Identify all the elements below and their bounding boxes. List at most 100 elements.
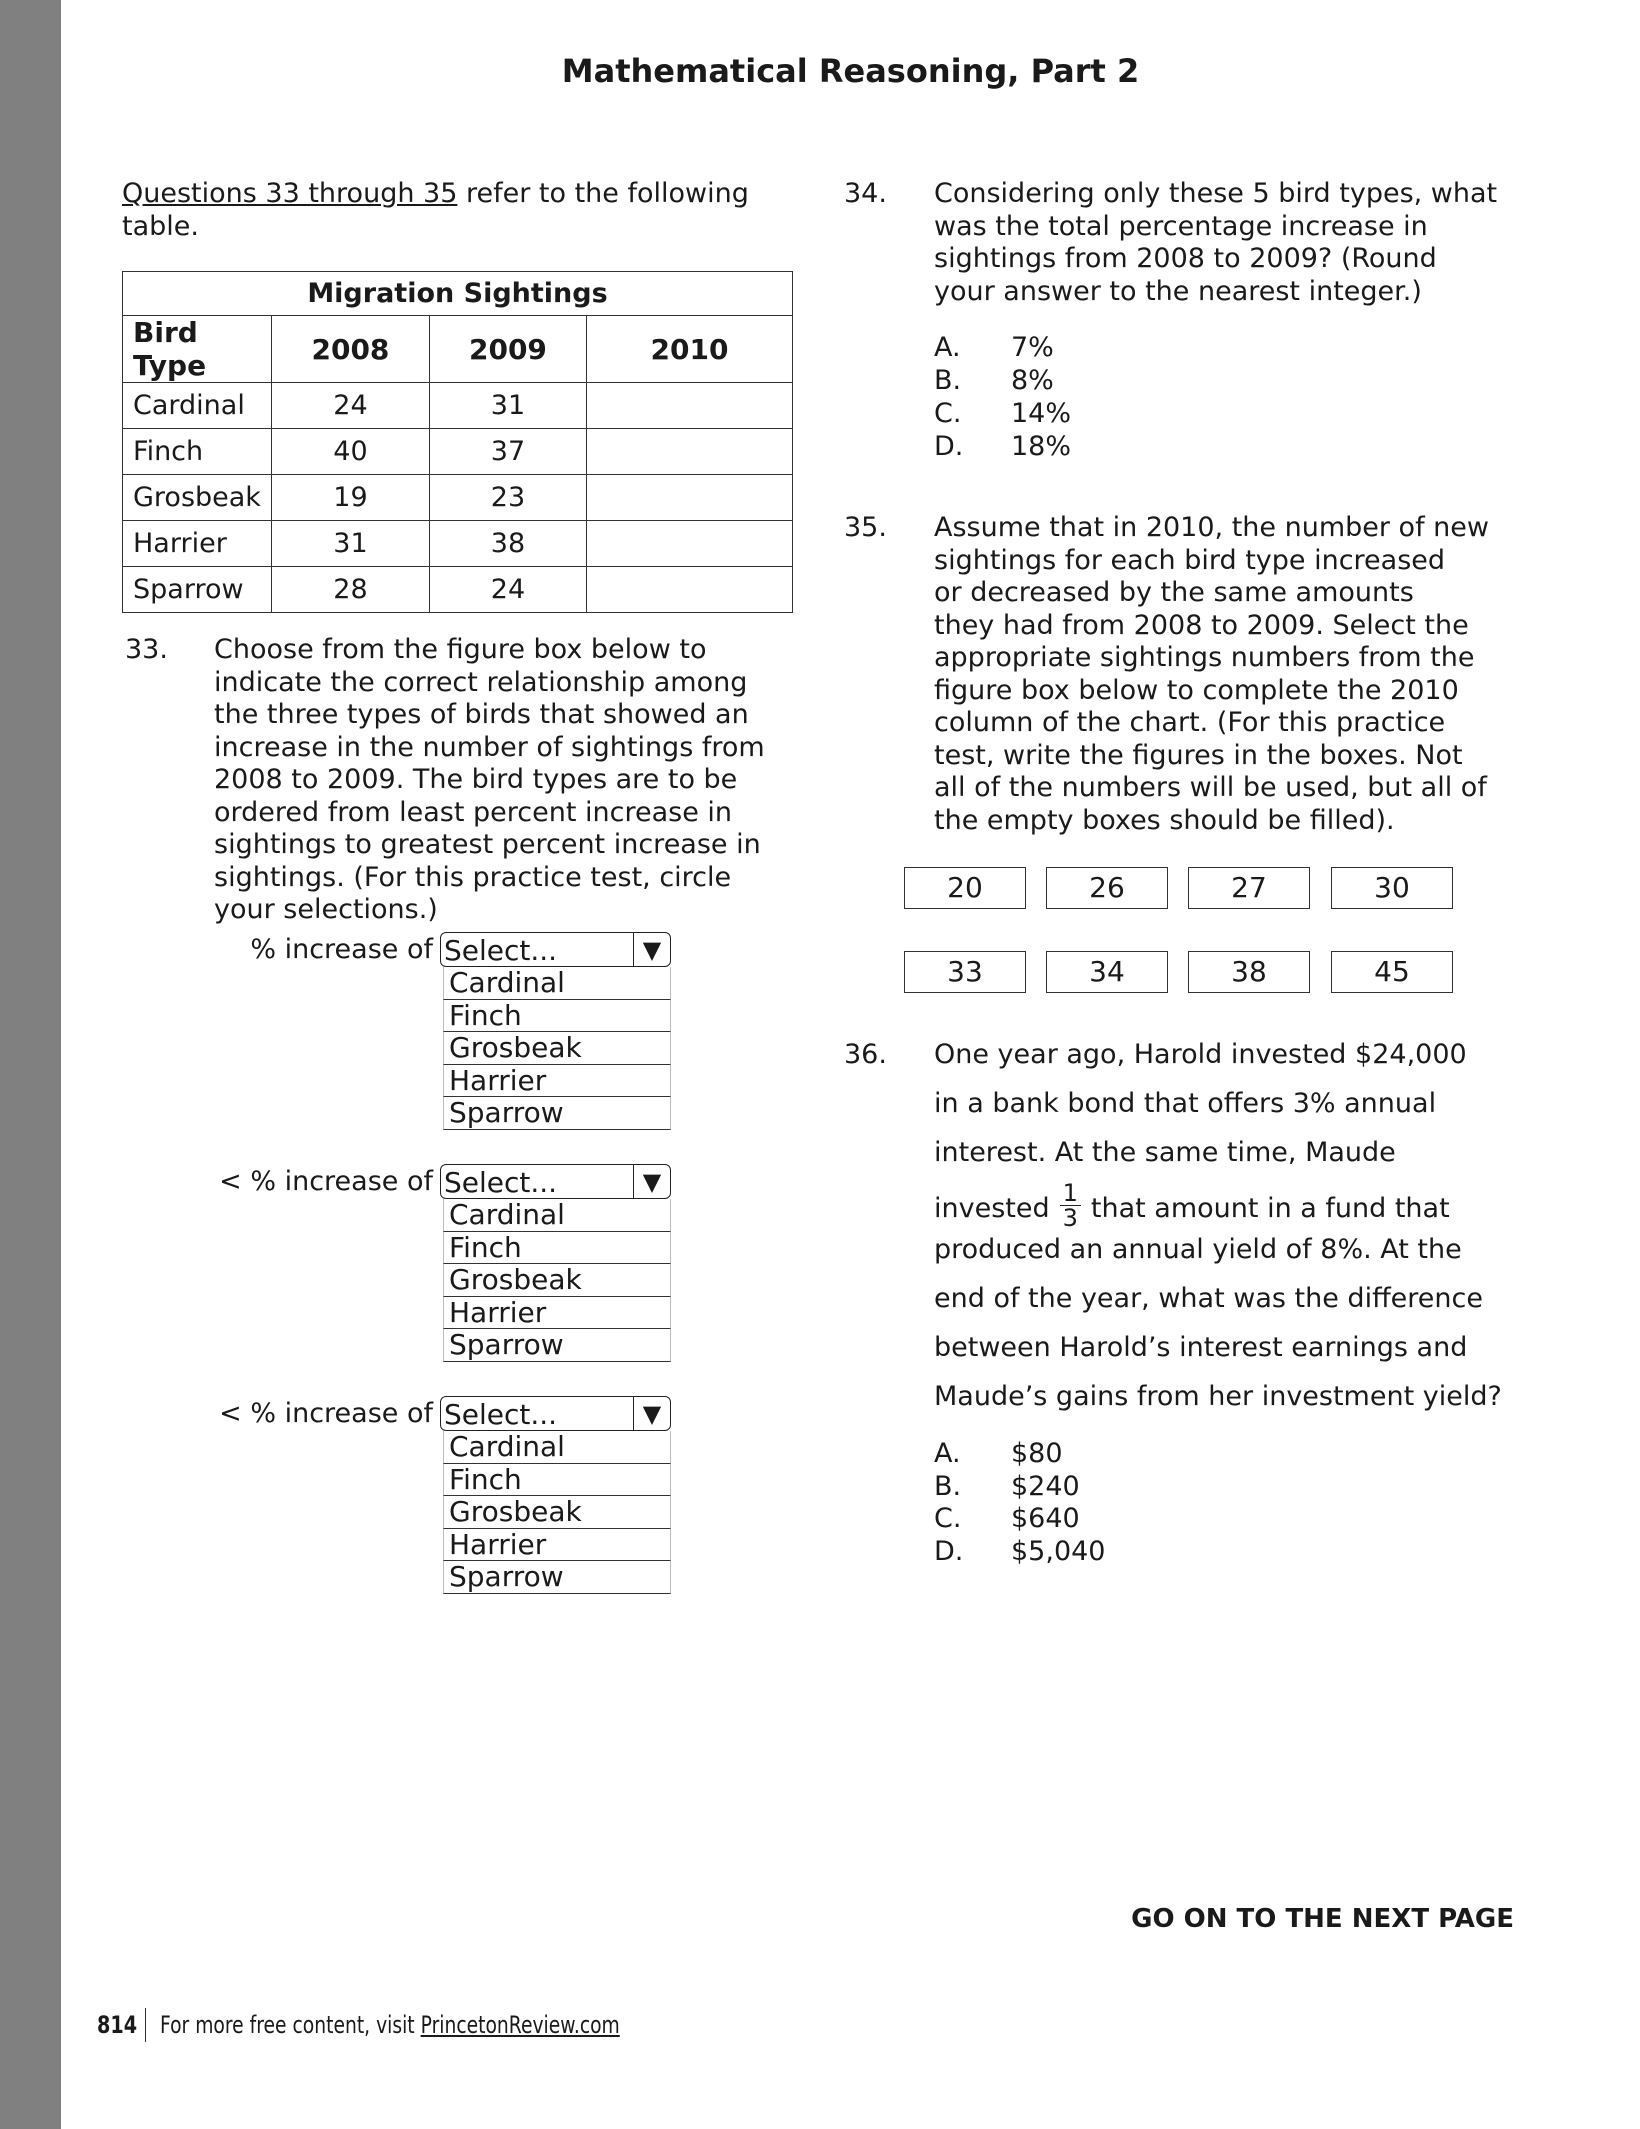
answer-choice-letter[interactable]: B. — [934, 1470, 962, 1502]
q33-line: indicate the correct relationship among — [214, 666, 748, 698]
table-cell[interactable] — [585, 382, 794, 429]
answer-choice-value[interactable]: 14% — [1011, 398, 1072, 429]
table-cell[interactable] — [585, 566, 794, 613]
answer-choice-value[interactable]: $80 — [1011, 1438, 1063, 1469]
fraction-denominator: 3 — [1062, 1204, 1078, 1233]
q36-line: interest. At the same time, Maude — [934, 1136, 1396, 1168]
dropdown-label: % increase of — [250, 934, 433, 965]
q36-line: produced an annual yield of 8%. At the — [934, 1234, 1462, 1266]
q36-line: end of the year, what was the difference — [934, 1283, 1483, 1314]
answer-choice-value[interactable]: $5,040 — [1011, 1535, 1106, 1567]
q33-line: the three types of birds that showed an — [214, 699, 749, 730]
dropdown-option[interactable]: Harrier — [443, 1296, 671, 1329]
table-cell[interactable] — [585, 428, 794, 475]
dropdown-option[interactable]: Grosbeak — [443, 1264, 671, 1297]
bird-select-dropdown[interactable]: Select... ▼ Cardinal Finch Grosbeak Harrier Sp… — [440, 1164, 671, 1362]
triangle-down-icon[interactable]: ▼ — [633, 1165, 670, 1198]
dropdown-option[interactable]: Cardinal — [443, 1431, 671, 1464]
q35-line: appropriate sightings numbers from the — [934, 642, 1475, 673]
bird-type-cell: Sparrow — [122, 566, 272, 613]
table-row: Finch 40 37 — [122, 428, 794, 475]
q33-number: 33. — [125, 634, 168, 665]
dropdown-option[interactable]: Cardinal — [443, 1199, 671, 1232]
dropdown-option[interactable]: Finch — [443, 999, 671, 1032]
table-row: Cardinal 24 31 — [122, 382, 794, 429]
select-box[interactable]: Select... ▼ — [440, 1396, 671, 1431]
select-value: Select... — [444, 1166, 558, 1199]
answer-choice-value[interactable]: 8% — [1011, 365, 1054, 396]
bird-type-cell: Harrier — [122, 520, 272, 567]
dropdown-option[interactable]: Cardinal — [443, 967, 671, 1000]
page-number: 814 — [97, 2011, 138, 2039]
table-cell: 28 — [270, 566, 430, 613]
q36-text: that amount in a fund that — [1090, 1193, 1450, 1225]
header-2009: 2009 — [428, 315, 587, 383]
table-row: Harrier 31 38 — [122, 520, 794, 567]
q34-line: your answer to the nearest integer.) — [934, 275, 1422, 307]
dropdown-option[interactable]: Grosbeak — [443, 1032, 671, 1065]
answer-choice-letter[interactable]: D. — [934, 431, 964, 462]
answer-choice-value[interactable]: $240 — [1011, 1470, 1080, 1502]
figure-box-number[interactable]: 34 — [1046, 951, 1168, 993]
figure-box-number[interactable]: 38 — [1188, 951, 1310, 993]
figure-box-number[interactable]: 45 — [1331, 951, 1453, 993]
q33-line: ordered from least percent increase in — [214, 796, 733, 828]
table-cell: 24 — [270, 382, 430, 429]
dropdown-option[interactable]: Harrier — [443, 1064, 671, 1097]
dropdown-option[interactable]: Finch — [443, 1463, 671, 1496]
header-bird-type: Bird Type — [122, 315, 272, 383]
dropdown-option[interactable]: Grosbeak — [443, 1496, 671, 1529]
q35-line: or decreased by the same amounts — [934, 577, 1414, 608]
dropdown-option[interactable]: Sparrow — [443, 1561, 671, 1594]
triangle-down-icon[interactable]: ▼ — [633, 933, 670, 966]
q34-line: sightings from 2008 to 2009? (Round — [934, 243, 1437, 274]
footer-text: For more free content, visit PrincetonRe… — [160, 2010, 620, 2040]
answer-choice-letter[interactable]: C. — [934, 1503, 962, 1534]
footer-link[interactable]: PrincetonReview.com — [420, 2011, 620, 2039]
dropdown-option[interactable]: Harrier — [443, 1528, 671, 1561]
triangle-down-icon[interactable]: ▼ — [633, 1397, 670, 1430]
header-2010: 2010 — [585, 315, 794, 383]
bird-select-dropdown[interactable]: Select... ▼ Cardinal Finch Grosbeak Harrier Sp… — [440, 932, 671, 1130]
answer-choice-letter[interactable]: D. — [934, 1535, 964, 1567]
q34-number: 34. — [844, 178, 887, 209]
answer-choice-letter[interactable]: B. — [934, 365, 962, 396]
go-on-notice: GO ON TO THE NEXT PAGE — [1131, 1904, 1514, 1934]
figure-box-number[interactable]: 20 — [904, 867, 1026, 909]
dropdown-option[interactable]: Sparrow — [443, 1329, 671, 1362]
answer-choice-value[interactable]: 18% — [1011, 431, 1072, 462]
table-cell: 37 — [428, 428, 587, 475]
select-value: Select... — [444, 1398, 558, 1431]
table-cell: 31 — [428, 382, 587, 429]
q35-line: the empty boxes should be filled). — [934, 804, 1395, 836]
figure-box-number[interactable]: 26 — [1046, 867, 1168, 909]
table-cell: 31 — [270, 520, 430, 567]
answer-choice-letter[interactable]: A. — [934, 1438, 961, 1469]
select-box[interactable]: Select... ▼ — [440, 932, 671, 967]
select-box[interactable]: Select... ▼ — [440, 1164, 671, 1199]
q35-number: 35. — [844, 512, 887, 543]
migration-table: Migration Sightings Bird Type 2008 2009 … — [122, 271, 794, 613]
figure-box-number[interactable]: 27 — [1188, 867, 1310, 909]
footer-divider — [145, 2008, 146, 2042]
figure-box-number[interactable]: 30 — [1331, 867, 1453, 909]
answer-choice-letter[interactable]: C. — [934, 398, 962, 429]
answer-choice-value[interactable]: $640 — [1011, 1503, 1080, 1534]
q35-line: sightings for each bird type increased — [934, 544, 1446, 576]
dropdown-option[interactable]: Finch — [443, 1231, 671, 1264]
table-row: Sparrow 28 24 — [122, 566, 794, 613]
figure-box-number[interactable]: 33 — [904, 951, 1026, 993]
intro-line-2: table. — [122, 211, 199, 242]
table-cell: 38 — [428, 520, 587, 567]
q35-line: figure box below to complete the 2010 — [934, 674, 1459, 706]
q36-number: 36. — [844, 1039, 887, 1070]
answer-choice-letter[interactable]: A. — [934, 332, 961, 363]
table-cell[interactable] — [585, 520, 794, 567]
answer-choice-value[interactable]: 7% — [1011, 332, 1054, 363]
bird-select-dropdown[interactable]: Select... ▼ Cardinal Finch Grosbeak Harrier Sp… — [440, 1396, 671, 1594]
dropdown-option[interactable]: Sparrow — [443, 1097, 671, 1130]
table-cell[interactable] — [585, 474, 794, 521]
q35-line: column of the chart. (For this practice — [934, 707, 1446, 738]
page-edge-bar — [0, 0, 61, 2129]
